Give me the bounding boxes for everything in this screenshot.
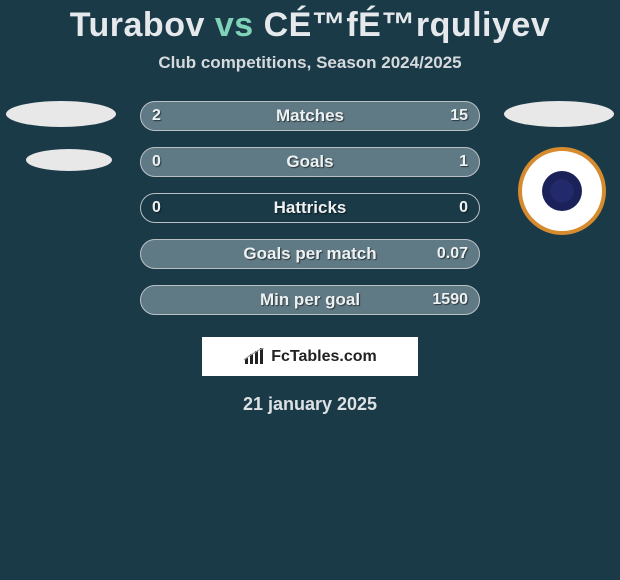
stat-row: 01Goals (140, 147, 480, 177)
right-club-logo (518, 147, 606, 235)
subtitle: Club competitions, Season 2024/2025 (0, 53, 620, 73)
date-text: 21 january 2025 (0, 394, 620, 415)
bar-chart-icon (243, 348, 265, 366)
player-right-name: CÉ™fÉ™rquliyev (264, 6, 551, 44)
stat-row: 00Hattricks (140, 193, 480, 223)
stat-row: 215Matches (140, 101, 480, 131)
infographic-container: Turabov vs CÉ™fÉ™rquliyev Club competiti… (0, 6, 620, 580)
stat-row: 1590Min per goal (140, 285, 480, 315)
vs-text: vs (215, 6, 254, 44)
stat-label: Goals (140, 147, 480, 177)
stat-label: Min per goal (140, 285, 480, 315)
stat-label: Goals per match (140, 239, 480, 269)
stat-row: 0.07Goals per match (140, 239, 480, 269)
left-player-badge (6, 101, 116, 127)
stat-label: Matches (140, 101, 480, 131)
stat-label: Hattricks (140, 193, 480, 223)
left-player-badge-small (26, 149, 112, 171)
player-left-name: Turabov (70, 6, 205, 44)
brand-text: FcTables.com (271, 348, 377, 366)
headline: Turabov vs CÉ™fÉ™rquliyev (0, 6, 620, 45)
brand-badge: FcTables.com (202, 337, 418, 376)
stats-area: 215Matches 01Goals 00Hattricks 0.07Goals pe… (0, 101, 620, 315)
right-player-badge (504, 101, 614, 127)
